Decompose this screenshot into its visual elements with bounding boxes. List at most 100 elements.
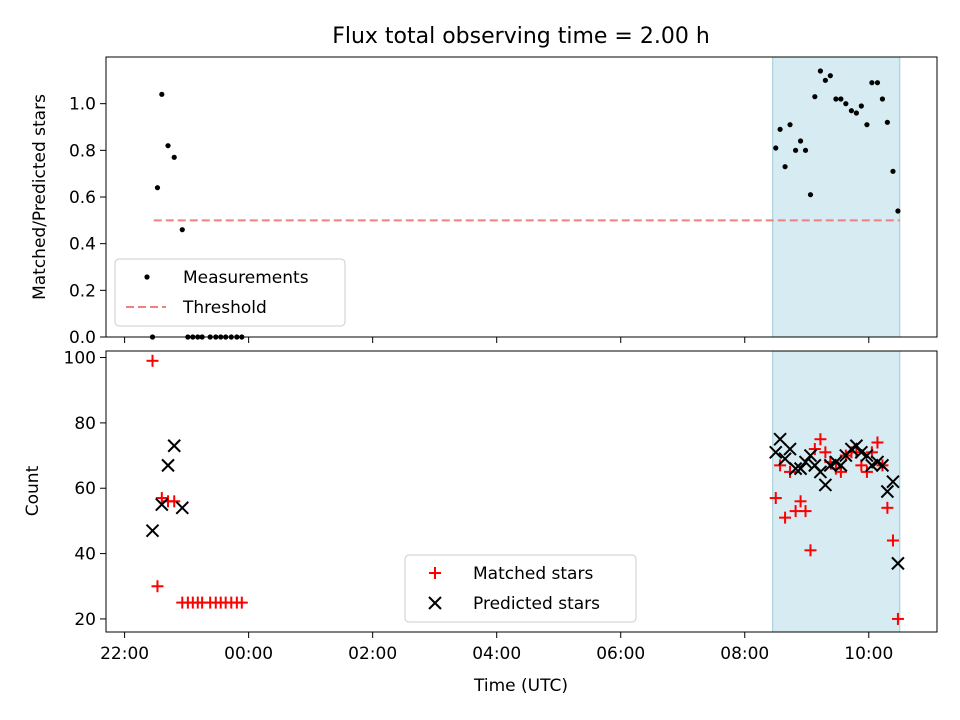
bottom-x-tick-label: 10:00 (844, 644, 893, 664)
matched-star-marker (794, 495, 807, 508)
measurement-point (802, 147, 809, 153)
top-y-axis: 0.0 0.2 0.4 0.6 0.8 1.0 (69, 95, 106, 348)
predicted-star-marker (161, 458, 175, 473)
predicted-star-marker (886, 474, 900, 489)
predicted-star-marker (798, 455, 813, 469)
measurement-point (787, 122, 793, 128)
bottom-legend: Matched stars Predicted stars (404, 554, 637, 623)
measurement-point (895, 208, 901, 214)
matched-star-marker (151, 580, 164, 593)
predicted-star-marker (834, 458, 848, 473)
matched-star-marker (891, 612, 904, 625)
measurement-point (858, 103, 864, 109)
matched-star-marker (808, 443, 821, 456)
matched-star-marker (799, 505, 812, 518)
matched-star-marker (804, 544, 817, 557)
measurement-point (777, 126, 783, 132)
measurement-point (179, 227, 185, 233)
bottom-x-tick-label: 22:00 (100, 644, 149, 664)
bottom-y-tick-label: 40 (74, 545, 96, 565)
top-y-tick-label: 0.4 (69, 235, 96, 255)
predicted-star-marker (145, 524, 160, 538)
top-shaded-interval (772, 56, 901, 338)
matched-star-marker (779, 511, 792, 524)
legend-label-predicted: Predicted stars (473, 594, 600, 614)
matched-star-marker (774, 459, 787, 472)
measurement-point (833, 96, 839, 102)
measurement-point (848, 108, 855, 114)
bottom-points (145, 354, 905, 625)
top-axes-frame (105, 56, 938, 338)
predicted-star-marker (783, 442, 797, 456)
predicted-star-marker (167, 439, 181, 453)
measurement-point (843, 101, 849, 107)
predicted-star-marker (849, 439, 864, 453)
measurement-point (773, 145, 779, 151)
measurement-point (853, 110, 859, 116)
top-panel: 0.0 0.2 0.4 0.6 0.8 1.0 Matched/Predicted sta… (30, 56, 938, 348)
bottom-y-tick-label: 100 (64, 349, 96, 369)
bottom-panel: 20 40 60 80 100 22:00 00:00 02:00 04:00 06:00 08:… (23, 349, 938, 696)
predicted-star-marker (155, 497, 169, 512)
measurement-point (822, 77, 828, 83)
matched-star-marker (168, 495, 181, 508)
predicted-star-marker (175, 501, 189, 515)
legend-label-matched: Matched stars (473, 564, 593, 584)
top-legend: Measurements Threshold (114, 258, 346, 327)
matched-star-marker (886, 534, 899, 547)
bottom-axes-frame (105, 350, 938, 633)
bottom-x-tick-label: 00:00 (224, 644, 273, 664)
predicted-star-marker (880, 484, 895, 499)
matched-star-marker (819, 446, 832, 459)
legend-marker-measurements (144, 274, 150, 280)
bottom-y-tick-label: 60 (74, 479, 96, 499)
bottom-x-tick-label: 06:00 (596, 644, 645, 664)
measurement-point (838, 96, 844, 102)
bottom-shaded-interval (772, 350, 901, 633)
matched-star-marker (814, 433, 827, 446)
measurement-point (827, 73, 833, 79)
measurement-point (793, 147, 799, 153)
top-y-tick-label: 0.0 (69, 328, 96, 348)
predicted-star-marker (788, 461, 803, 476)
measurement-point (864, 122, 870, 128)
legend-label-measurements: Measurements (183, 268, 309, 288)
measurement-point (154, 185, 161, 191)
measurement-point (817, 68, 824, 74)
top-y-tick-label: 1.0 (69, 95, 96, 115)
measurement-point (165, 143, 171, 149)
measurement-point (874, 80, 881, 86)
bottom-y-label: Count (23, 465, 43, 516)
measurement-point (782, 164, 788, 170)
top-x-ticks (124, 337, 870, 343)
measurement-point (890, 168, 896, 174)
top-y-tick-label: 0.8 (69, 141, 96, 161)
measurement-point (159, 91, 165, 97)
top-y-label: Matched/Predicted stars (30, 94, 50, 300)
matched-star-marker (871, 436, 884, 449)
legend-marker-matched (429, 567, 441, 579)
top-y-tick-label: 0.2 (69, 281, 96, 301)
predicted-star-marker (891, 556, 905, 571)
bottom-legend-box (404, 554, 637, 623)
matched-star-marker (235, 596, 248, 609)
top-y-tick-label: 0.6 (69, 188, 96, 208)
bottom-x-label: Time (UTC) (473, 676, 568, 696)
predicted-star-marker (818, 478, 833, 492)
predicted-star-marker (769, 445, 783, 459)
matched-star-marker (881, 501, 894, 514)
bottom-x-axis: 22:00 00:00 02:00 04:00 06:00 08:00 10:00 (100, 632, 893, 664)
predicted-star-marker (803, 448, 818, 463)
measurement-point (812, 94, 818, 100)
bottom-y-tick-label: 80 (74, 414, 96, 434)
predicted-star-marker (813, 465, 828, 479)
bottom-x-tick-label: 04:00 (472, 644, 521, 664)
matched-star-marker (784, 465, 797, 478)
measurement-point (884, 119, 890, 125)
chart-title: Flux total observing time = 2.00 h (332, 24, 710, 49)
bottom-y-tick-label: 20 (74, 610, 96, 630)
top-legend-box (114, 258, 346, 327)
legend-marker-predicted (428, 596, 442, 610)
measurement-point (869, 80, 875, 86)
